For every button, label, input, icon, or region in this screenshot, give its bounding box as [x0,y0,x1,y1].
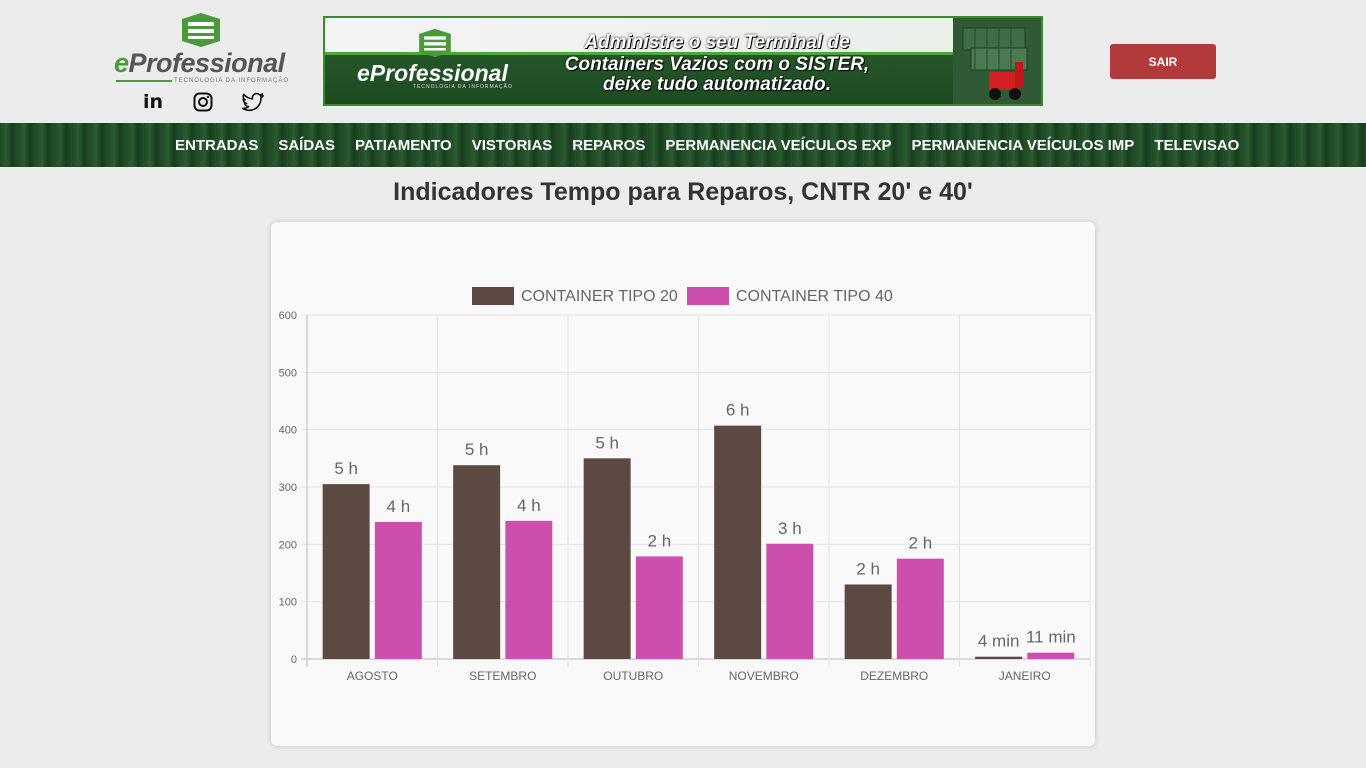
twitter-icon[interactable] [241,90,265,114]
x-tick-label: DEZEMBRO [860,669,928,683]
data-label: 3 h [778,519,802,538]
bar-container-40 [896,558,944,659]
legend-swatch [687,287,729,305]
logo-text-rest: Professional [128,48,286,78]
chart-card: 0 100 200 300 400 500 600 5 h 4 h AGOSTO 5 h 4 h SET… [271,222,1095,746]
data-label: 5 h [595,433,619,452]
instagram-icon[interactable] [191,90,215,114]
bar-container-40 [766,543,814,659]
x-tick-label: SETEMBRO [469,669,536,683]
bar-container-20 [714,425,762,659]
logo-underline [116,80,172,82]
nav-item-permanencia-imp[interactable]: PERMANENCIA VEÍCULOS IMP [911,136,1135,154]
banner-line-2: Containers Vazios com o SISTER, [564,54,870,75]
data-label: 6 h [726,401,750,420]
x-tick-label: OUTUBRO [603,669,663,683]
nav-item-vistorias[interactable]: VISTORIAS [471,136,553,154]
data-label: 5 h [334,459,358,478]
bar-container-40 [1027,652,1075,659]
bar-container-20 [453,465,501,659]
logo-subtitle: TECNOLOGIA DA INFORMAÇÃO [174,78,290,84]
bar-container-20 [322,484,370,659]
y-tick-label: 500 [279,367,297,379]
data-label: 4 h [517,496,541,515]
page-title: Indicadores Tempo para Reparos, CNTR 20'… [393,178,973,206]
bar-container-20 [975,656,1023,659]
header: eProfessional TECNOLOGIA DA INFORMAÇÃO i… [0,0,1366,123]
banner-stripe [325,52,1041,55]
container-crane-image [953,18,1041,104]
data-label: 11 min [1026,628,1076,647]
banner-brand-subtitle: TECNOLOGIA DA INFORMAÇÃO [413,84,513,90]
y-tick-label: 600 [279,310,297,322]
data-label: 2 h [909,534,933,553]
legend-label: CONTAINER TIPO 40 [736,288,893,305]
x-tick-label: AGOSTO [347,669,398,683]
y-tick-label: 300 [279,482,297,494]
nav-item-saidas[interactable]: SAÍDAS [278,136,336,154]
eprofessional-logo[interactable]: eProfessional TECNOLOGIA DA INFORMAÇÃO [112,12,292,122]
data-label: 2 h [856,559,880,578]
legend-label: CONTAINER TIPO 20 [521,288,678,305]
nav-item-entradas[interactable]: ENTRADAS [175,136,259,154]
x-tick-label: JANEIRO [999,669,1051,683]
y-tick-label: 400 [279,425,297,437]
banner-logo-mark-icon [419,28,451,58]
advertisement-banner[interactable]: eProfessional TECNOLOGIA DA INFORMAÇÃO A… [323,16,1043,106]
bar-chart: 0 100 200 300 400 500 600 5 h 4 h AGOSTO 5 h 4 h SET… [279,287,1091,683]
x-tick-label: NOVEMBRO [729,669,799,683]
banner-line-3: deixe tudo automatizado. [602,74,832,95]
bar-container-40 [505,520,553,659]
banner-brand: eProfessional [357,60,508,86]
y-tick-label: 0 [291,654,297,666]
bar-container-40 [635,556,683,659]
y-tick-label: 200 [279,539,297,551]
nav-item-reparos[interactable]: REPAROS [572,136,646,154]
logo-text: eProfessional [114,48,286,78]
bar-container-20 [583,458,631,659]
linkedin-icon[interactable]: in [142,91,164,113]
logo-mark-icon [182,13,220,47]
nav-items: ENTRADAS SAÍDAS PATIAMENTO VISTORIAS REP… [165,123,1249,167]
bar-container-20 [844,584,892,659]
nav-item-televisao[interactable]: TELEVISAO [1154,136,1240,154]
legend-swatch [472,287,514,305]
bar-container-40 [374,521,422,659]
logout-button[interactable]: SAIR [1110,44,1216,79]
nav-item-patiamento[interactable]: PATIAMENTO [355,136,452,154]
data-label: 5 h [465,440,489,459]
banner-line-1: Administre o seu Terminal de [584,32,850,53]
data-label: 2 h [648,531,672,550]
data-label: 4 h [387,497,411,516]
data-label: 4 min [978,632,1020,651]
main-navigation: ENTRADAS SAÍDAS PATIAMENTO VISTORIAS REP… [0,123,1366,167]
y-tick-label: 100 [279,597,297,609]
nav-item-permanencia-exp[interactable]: PERMANENCIA VEÍCULOS EXP [665,136,892,154]
